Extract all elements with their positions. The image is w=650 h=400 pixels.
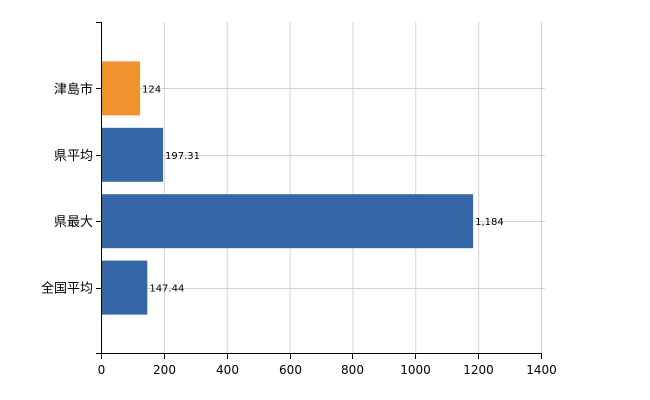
bar-4 (102, 260, 148, 315)
x-tick-label-4: 600 (279, 363, 302, 377)
data-label-2: 197.31 (165, 151, 200, 162)
category-label-2: 県平均 (54, 149, 93, 164)
gridlines (101, 22, 545, 354)
x-tick-label-5: 800 (341, 363, 364, 377)
data-label-4: 147.44 (149, 284, 184, 295)
x-tick-label-2: 200 (153, 363, 176, 377)
data-label-1: 124 (142, 84, 161, 95)
x-tick-label-8: 1400 (526, 363, 557, 377)
category-label-1: 津島市 (54, 81, 93, 97)
bar-3 (102, 194, 474, 249)
bar-2 (102, 127, 164, 182)
x-tick-label-3: 400 (216, 363, 239, 377)
x-tick-label-7: 1200 (463, 363, 494, 377)
category-label-4: 全国平均 (41, 281, 93, 297)
labels: 124 津島市 197.31 県平均 1,184 県最大 147.44 全国平均 0 200 400… (41, 81, 557, 377)
x-tick-label-1: 0 (98, 363, 106, 377)
data-label-3: 1,184 (475, 217, 504, 228)
bars (102, 61, 474, 315)
axes (96, 22, 542, 359)
bar-1 (102, 61, 140, 116)
x-tick-label-6: 1000 (400, 363, 431, 377)
category-label-3: 県最大 (54, 215, 93, 230)
